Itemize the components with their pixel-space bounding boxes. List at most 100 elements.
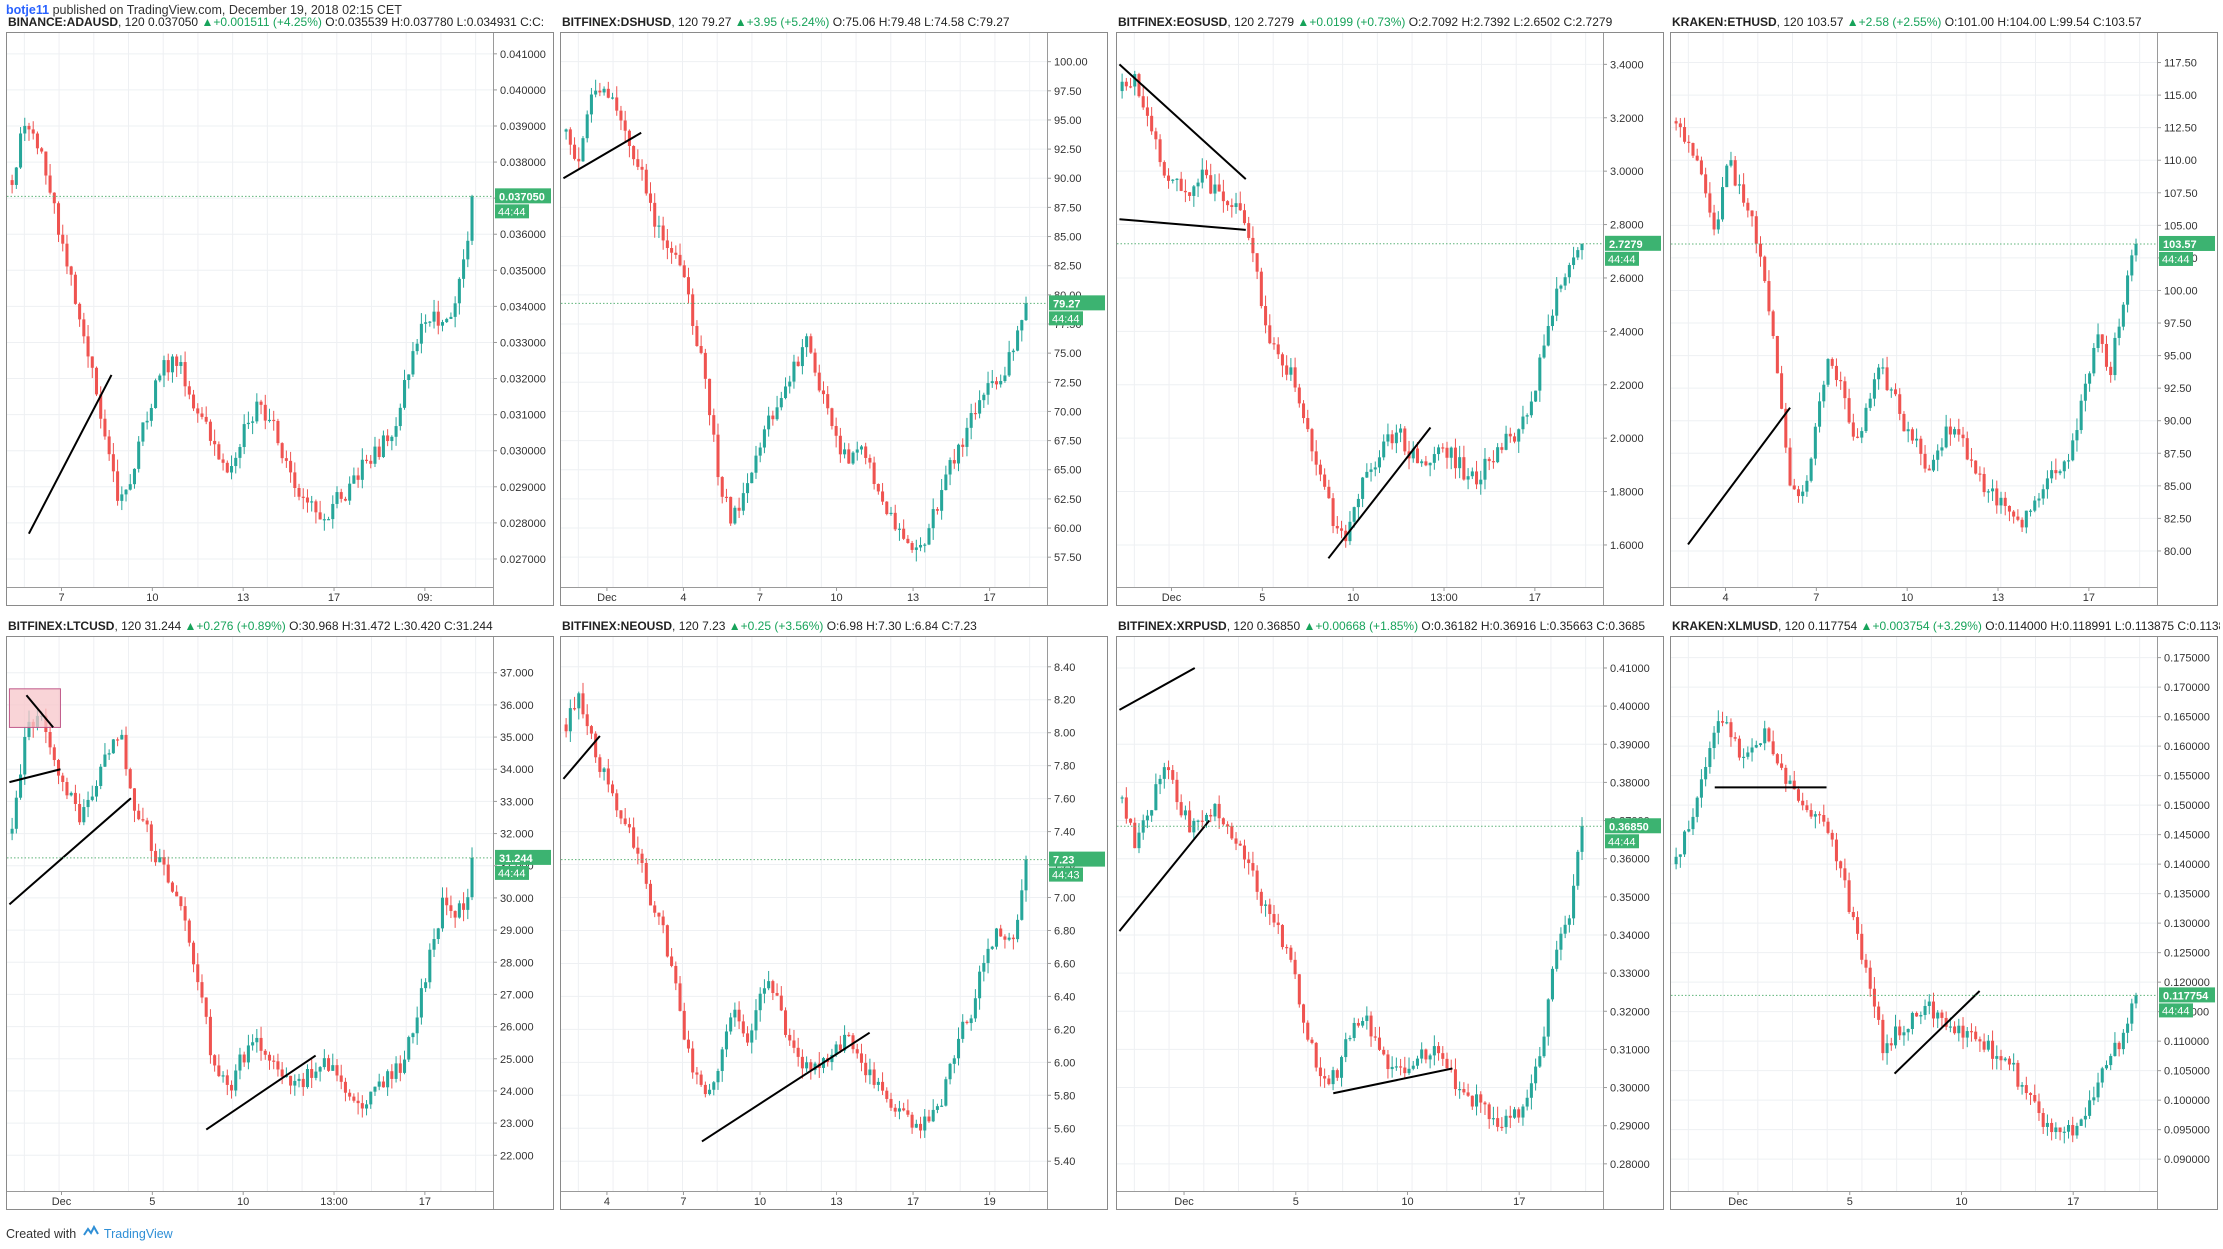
candle-body — [398, 407, 402, 427]
chart-frame[interactable]: 0.410000.400000.390000.380000.370000.360… — [1116, 636, 1664, 1210]
candle-body — [272, 1060, 276, 1062]
candle-body — [670, 248, 674, 253]
high-value: 0.36916 — [1492, 619, 1537, 633]
candle-body — [1940, 447, 1944, 451]
chart-panel[interactable]: BITFINEX:LTCUSD, 120 31.244 ▲+0.276 (+0.… — [6, 618, 554, 1218]
chart-panel[interactable]: KRAKEN:ETHUSD, 120 103.57 ▲+2.58 (+2.55%… — [1670, 14, 2218, 614]
countdown-tag — [1049, 867, 1083, 882]
candle-body — [137, 810, 141, 820]
chart-frame[interactable]: 3.4000 3.2000 3.0000 2.8000 2.6000 2.4000 2.20… — [1116, 32, 1664, 606]
candle-body — [691, 294, 695, 326]
candle-body — [855, 1049, 859, 1054]
candle-body — [183, 906, 187, 921]
chart-frame[interactable]: 8.408.208.007.807.607.407.207.006.806.60… — [560, 636, 1108, 1210]
low-value-prefix: L: — [453, 15, 467, 29]
candle-body — [1120, 797, 1124, 799]
candle-body — [192, 942, 196, 965]
close-value: 0.113875 — [2189, 619, 2220, 633]
tradingview-brand-link[interactable]: TradingView — [103, 1227, 173, 1241]
chart-panel[interactable]: BITFINEX:EOSUSD, 120 2.7279 ▲+0.0199 (+0… — [1116, 14, 1664, 614]
candle-body — [217, 1065, 221, 1077]
price-tick-label: 0.33000 — [1610, 968, 1650, 980]
candle-body — [978, 971, 982, 999]
candle-body — [61, 775, 65, 782]
interval-label-prefix: , — [671, 15, 679, 29]
chart-frame[interactable]: 0.0410000.0400000.0390000.0380000.037000… — [6, 32, 554, 606]
candle-body — [1209, 175, 1213, 194]
price-tick-label: 0.033000 — [500, 337, 546, 349]
price-tick-label: 3.4000 — [1610, 59, 1644, 71]
candle-body — [724, 496, 728, 499]
symbol-label: KRAKEN:XLMUSD — [1672, 619, 1778, 633]
candle-body — [419, 988, 423, 1018]
candle-body — [1750, 210, 1754, 217]
candle-body — [1521, 1106, 1525, 1118]
candle-body — [1889, 389, 1893, 391]
last-price-tag-label: 0.037050 — [499, 191, 545, 203]
price-tick-label: 6.80 — [1054, 925, 1075, 937]
price-tick-label: 8.00 — [1054, 728, 1075, 740]
candle-body — [1576, 851, 1580, 886]
chart-frame[interactable]: 100.00 97.50 95.00 92.50 90.00 87.50 85.00 82.5… — [560, 32, 1108, 606]
low-value: 6.84 — [914, 619, 939, 633]
candle-body — [1708, 748, 1712, 767]
candle-body — [881, 1081, 885, 1091]
price-tick-label: 26.000 — [500, 1022, 534, 1034]
candle-body — [919, 544, 923, 548]
change-value-prefix: ▲ — [731, 15, 747, 29]
candle-body — [390, 436, 394, 442]
candle-body — [1965, 438, 1969, 460]
candle-body — [1902, 413, 1906, 432]
last-value: 79.27 — [701, 15, 732, 29]
candle-body — [466, 897, 470, 910]
candle-body — [1016, 330, 1020, 351]
chart-frame[interactable]: 117.50115.00112.50110.00107.50105.00102.… — [1670, 32, 2218, 606]
candle-body — [956, 444, 961, 464]
chart-frame[interactable]: 0.175000 0.170000 0.165000 0.160000 0.155000… — [1670, 636, 2218, 1210]
candle-body — [107, 436, 111, 455]
candle-body — [1226, 201, 1230, 206]
open-value: 2.7092 — [1421, 15, 1459, 29]
price-tick-label: 0.036000 — [500, 229, 546, 241]
author-link[interactable]: botje11 — [6, 3, 50, 17]
candle-body — [1377, 457, 1382, 468]
candle-body — [407, 1037, 411, 1060]
price-tick-label: 0.100000 — [2164, 1095, 2210, 1107]
candle-body — [200, 413, 204, 417]
candle-body — [2113, 1042, 2117, 1057]
trend-line — [1333, 1067, 1453, 1095]
candle-body — [1007, 937, 1011, 940]
candle-body — [365, 459, 369, 461]
candle-body — [809, 336, 813, 353]
chart-panel[interactable]: BITFINEX:NEOUSD, 120 7.23 ▲+0.25 (+3.56%… — [560, 618, 1108, 1218]
candle-body — [175, 356, 179, 366]
candle-body — [1721, 187, 1725, 220]
chart-panel[interactable]: BITFINEX:XRPUSD, 120 0.36850 ▲+0.00668 (… — [1116, 618, 1664, 1218]
candle-body — [577, 158, 581, 162]
candle-body — [1491, 461, 1495, 463]
candle-body — [1788, 780, 1792, 784]
chart-panel[interactable]: KRAKEN:XLMUSD, 120 0.117754 ▲+0.003754 (… — [1670, 618, 2220, 1218]
candle-body — [1137, 832, 1141, 849]
time-tick-label: 17 — [1513, 1196, 1525, 1208]
candle-body — [2016, 1062, 2020, 1087]
countdown-tag — [1605, 834, 1639, 849]
chart-frame[interactable]: 37.00036.00035.00034.00033.00032.00031.0… — [6, 636, 554, 1210]
candle-body — [1742, 184, 1746, 203]
candle-body — [1466, 1092, 1470, 1096]
candle-body — [868, 1069, 872, 1076]
candle-body — [1860, 431, 1864, 438]
time-tick-label: 13 — [237, 592, 249, 604]
candle-body — [805, 336, 809, 348]
candle-body — [1525, 1097, 1529, 1107]
price-tick-label: 0.110000 — [2164, 1036, 2209, 1048]
chart-panel[interactable]: BINANCE:ADAUSD, 120 0.037050 ▲+0.001511 … — [6, 14, 554, 614]
candle-body — [297, 1078, 301, 1081]
candle-body — [1517, 1109, 1521, 1118]
candle-body — [897, 528, 901, 530]
price-tick-label: 0.034000 — [500, 301, 546, 313]
candle-body — [1428, 462, 1432, 466]
chart-panel[interactable]: BITFINEX:DSHUSD, 120 79.27 ▲+3.95 (+5.24… — [560, 14, 1108, 614]
countdown-label: 44:44 — [1608, 836, 1636, 848]
candle-body — [1691, 143, 1695, 156]
